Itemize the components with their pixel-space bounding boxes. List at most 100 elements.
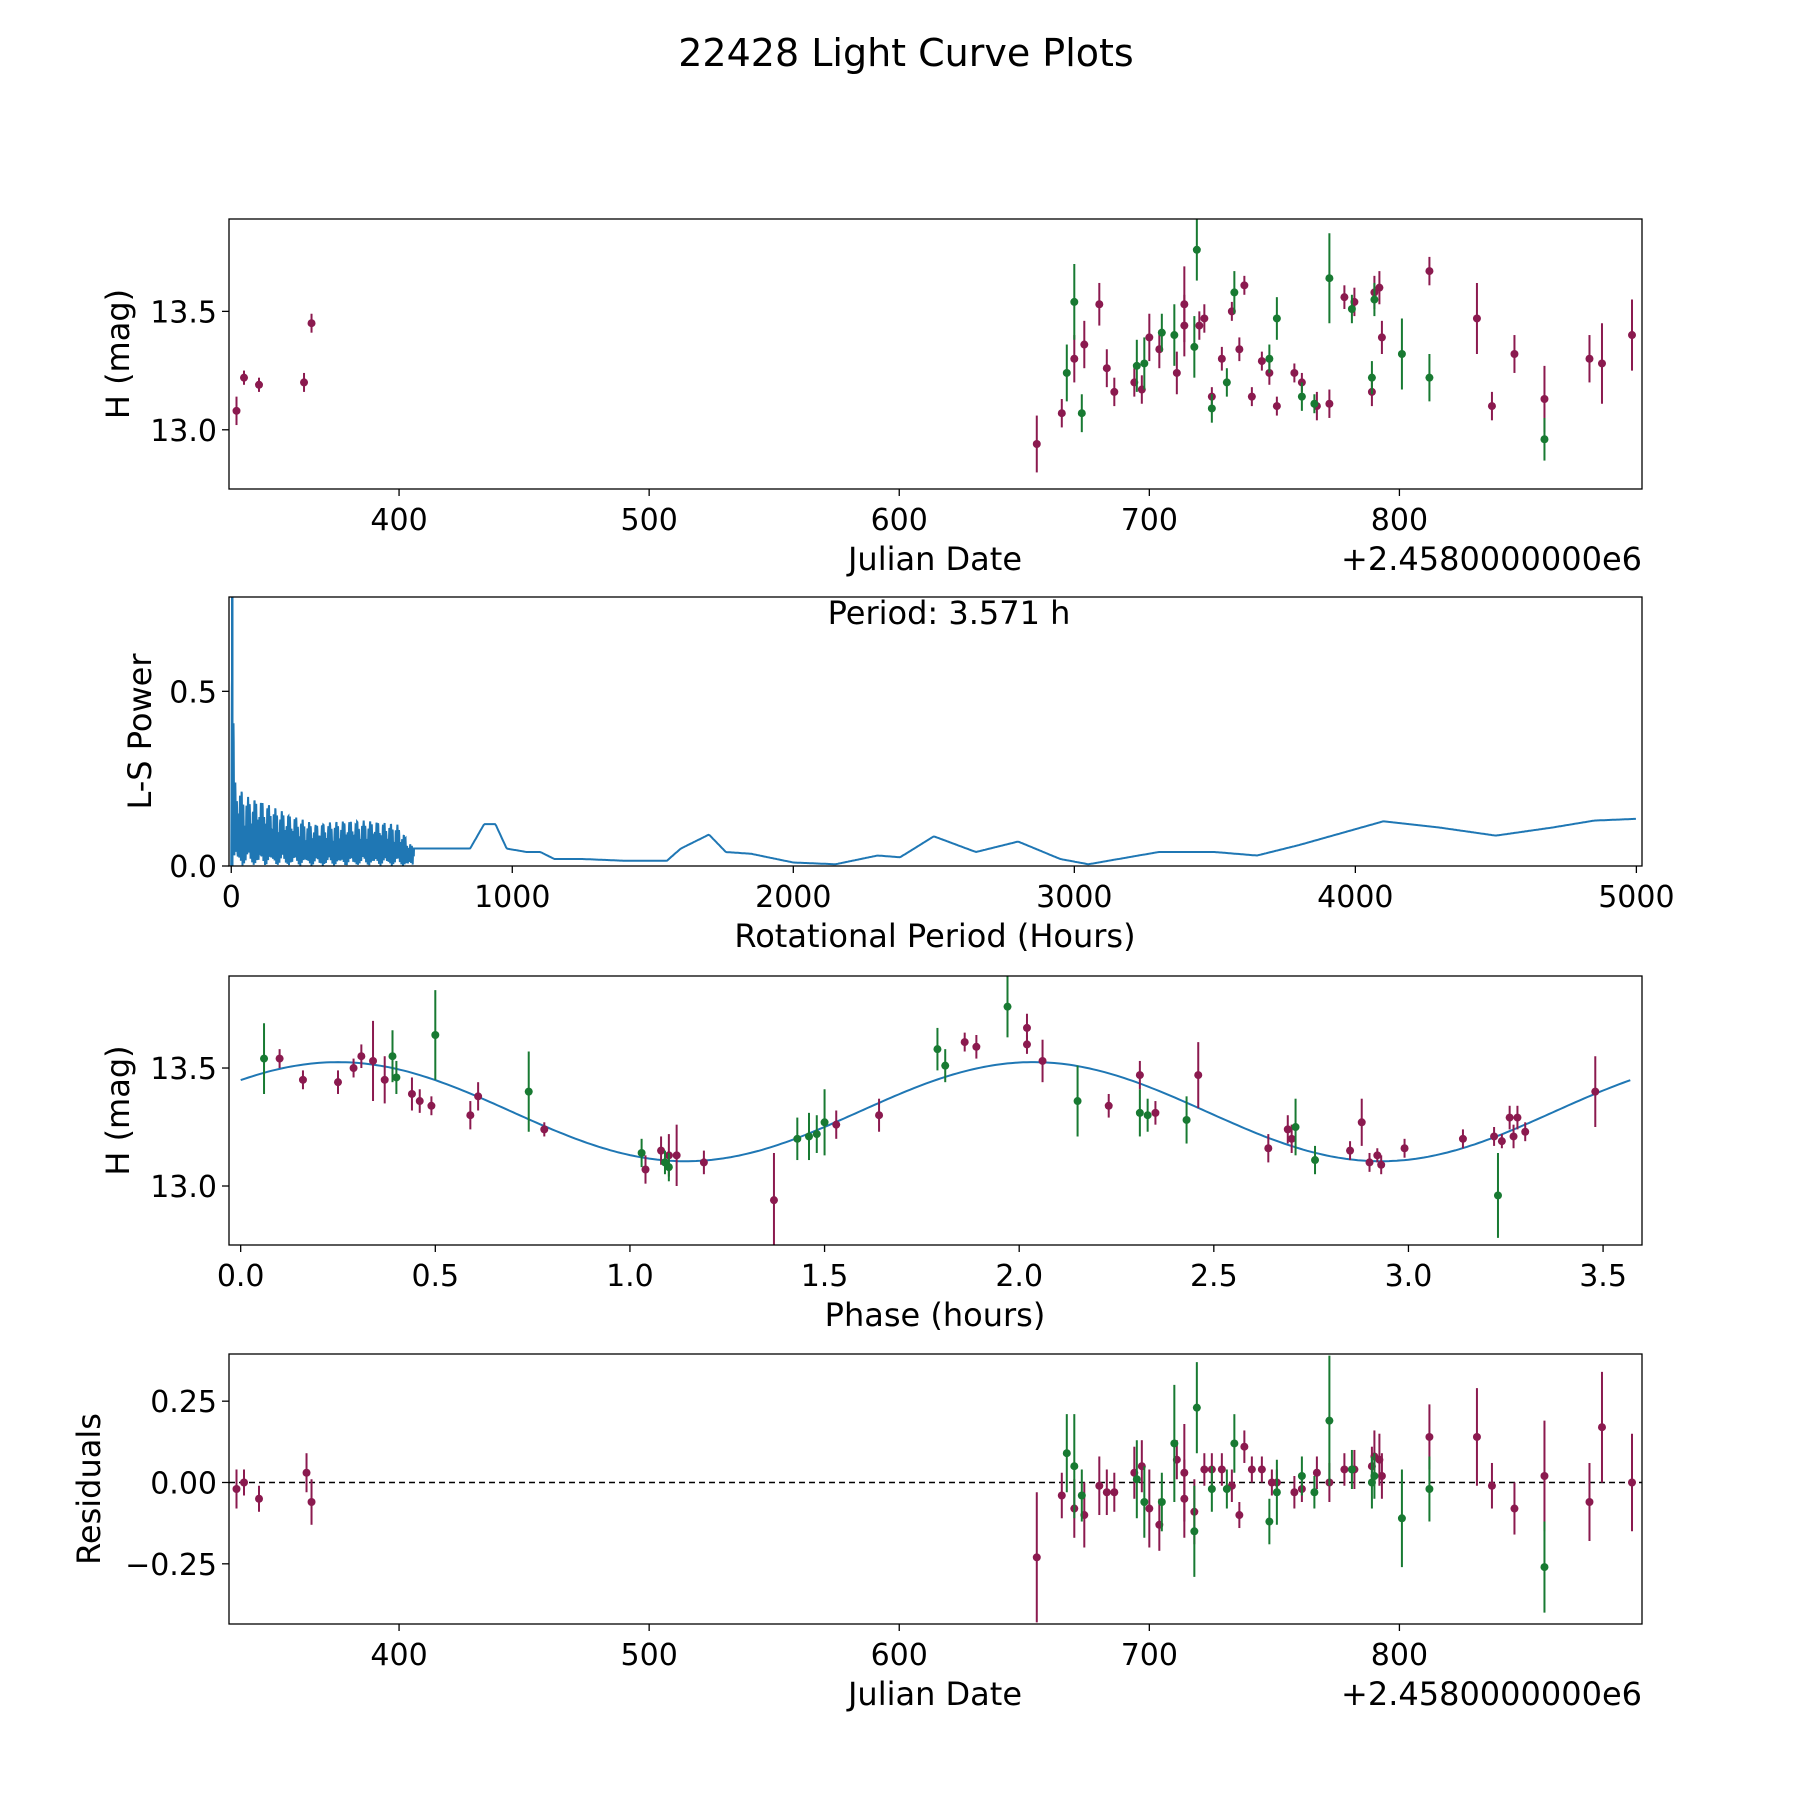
maroon-data-point — [1287, 1134, 1296, 1143]
green-data-point — [1192, 245, 1201, 254]
maroon-data-point — [1217, 1465, 1226, 1474]
maroon-data-point — [1373, 1151, 1382, 1160]
residuals-panel: 400 500 600 700 800 0.25 0.00 −0.25 Julian Date R… — [70, 1353, 1643, 1713]
maroon-data-point — [1487, 1481, 1496, 1490]
green-data-point — [1062, 368, 1071, 377]
maroon-data-point — [333, 1078, 342, 1087]
green-data-point — [1170, 1439, 1179, 1448]
maroon-data-point — [1585, 1498, 1594, 1507]
maroon-data-point — [1340, 1465, 1349, 1474]
maroon-data-point — [1080, 340, 1089, 349]
x-tick-label: 600 — [871, 1638, 928, 1673]
maroon-data-point — [972, 1042, 981, 1051]
x-tick-label: 0.0 — [217, 1259, 265, 1294]
maroon-data-point — [1290, 368, 1299, 377]
green-data-point — [1207, 404, 1216, 413]
x-tick-label: 3.5 — [1579, 1259, 1627, 1294]
green-data-point — [1132, 361, 1141, 370]
maroon-data-point — [349, 1064, 358, 1073]
green-data-point — [1311, 1156, 1320, 1165]
green-data-point — [1222, 378, 1231, 387]
green-data-point — [1230, 1439, 1239, 1448]
maroon-data-point — [1235, 1511, 1244, 1520]
green-data-point — [1425, 373, 1434, 382]
maroon-data-point — [369, 1056, 378, 1065]
green-data-point — [1192, 1403, 1201, 1412]
maroon-data-point — [1247, 392, 1256, 401]
data-points — [260, 976, 1600, 1245]
y-tick-label: 13.5 — [150, 295, 217, 330]
maroon-data-point — [832, 1120, 841, 1129]
maroon-data-point — [240, 373, 249, 382]
x-tick-label: 700 — [1121, 1638, 1178, 1673]
maroon-data-point — [1490, 1132, 1499, 1141]
x-tick-label: 0 — [222, 880, 241, 915]
maroon-data-point — [1497, 1137, 1506, 1146]
maroon-data-point — [307, 1498, 316, 1507]
green-data-point — [1425, 1485, 1434, 1493]
green-data-point — [793, 1134, 802, 1143]
green-data-point — [637, 1148, 646, 1157]
green-data-point — [1070, 297, 1079, 306]
maroon-data-point — [699, 1158, 708, 1167]
maroon-data-point — [1110, 1488, 1119, 1497]
maroon-data-point — [1425, 1432, 1434, 1441]
green-data-point — [1222, 1485, 1231, 1493]
green-data-point — [1003, 1002, 1012, 1011]
maroon-data-point — [1247, 1465, 1256, 1474]
maroon-data-point — [1425, 267, 1434, 276]
maroon-data-point — [1022, 1023, 1031, 1032]
green-data-point — [804, 1132, 813, 1141]
maroon-data-point — [1377, 1160, 1386, 1169]
maroon-data-point — [1627, 1478, 1636, 1487]
green-data-point — [1207, 1485, 1216, 1493]
maroon-data-point — [1510, 350, 1519, 358]
maroon-data-point — [240, 1478, 249, 1487]
green-data-point — [1367, 373, 1376, 382]
maroon-data-point — [407, 1089, 416, 1098]
green-data-point — [812, 1130, 821, 1139]
period-annotation: Period: 3.571 h — [828, 594, 1071, 632]
maroon-data-point — [1472, 314, 1481, 323]
green-data-point — [388, 1052, 397, 1061]
maroon-data-point — [1200, 1465, 1209, 1474]
axes-frame — [228, 1353, 1643, 1625]
green-data-point — [1157, 328, 1166, 337]
maroon-data-point — [1365, 1158, 1374, 1167]
x-tick-label: 500 — [621, 503, 678, 538]
axes-frame — [228, 218, 1643, 490]
maroon-data-point — [1070, 354, 1079, 363]
green-data-point — [1230, 288, 1239, 297]
maroon-data-point — [1597, 359, 1606, 368]
green-data-point — [1073, 1097, 1082, 1106]
maroon-data-point — [232, 406, 241, 415]
green-data-point — [1310, 1488, 1319, 1497]
maroon-data-point — [1135, 1071, 1144, 1080]
green-data-point — [1347, 1465, 1356, 1474]
x-tick-label: 800 — [1371, 1638, 1428, 1673]
maroon-data-point — [1458, 1134, 1467, 1143]
maroon-data-point — [1145, 333, 1154, 342]
maroon-data-point — [1032, 440, 1041, 448]
x-tick-label: 3000 — [1036, 880, 1112, 915]
maroon-data-point — [641, 1165, 650, 1174]
green-data-point — [524, 1087, 533, 1096]
maroon-data-point — [657, 1146, 666, 1155]
x-axis-label: Phase (hours) — [825, 1296, 1046, 1334]
x-tick-label: 1.0 — [606, 1259, 654, 1294]
maroon-data-point — [1510, 1504, 1519, 1513]
x-tick-label: 0.5 — [411, 1259, 459, 1294]
green-data-point — [260, 1054, 269, 1063]
y-axis-label: H (mag) — [99, 289, 137, 419]
green-data-point — [1297, 392, 1306, 401]
green-data-point — [1140, 1498, 1149, 1507]
maroon-data-point — [1235, 345, 1244, 354]
maroon-data-point — [1340, 293, 1349, 302]
x-tick-label: 5000 — [1598, 880, 1674, 915]
green-data-point — [664, 1163, 673, 1172]
y-tick-label: 13.0 — [150, 1170, 217, 1205]
maroon-data-point — [1095, 300, 1104, 309]
maroon-data-point — [1585, 354, 1594, 363]
green-data-point — [1182, 1115, 1191, 1124]
green-data-point — [1397, 1514, 1406, 1523]
